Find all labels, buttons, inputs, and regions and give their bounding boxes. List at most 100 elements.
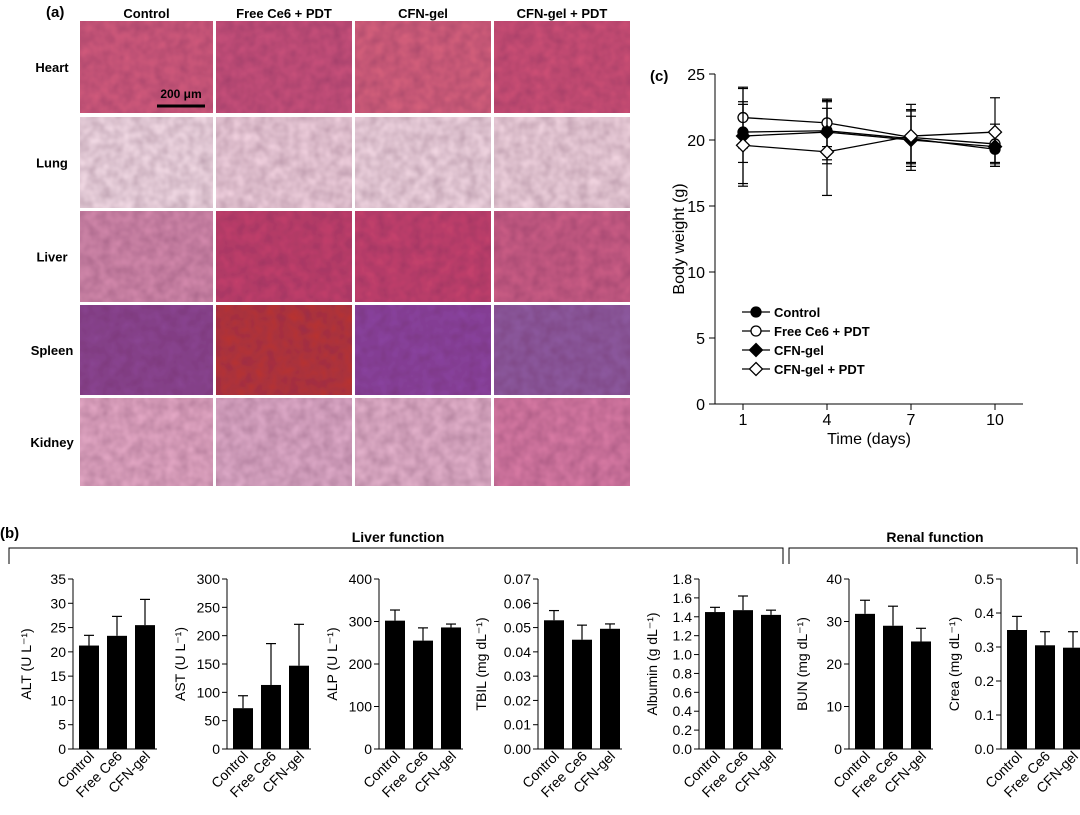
bar-free-ce6 (261, 684, 281, 749)
y-tick-label: 1.8 (673, 571, 693, 587)
micrograph-lung-free-ce6-pdt (216, 117, 352, 208)
bar-cfn-gel (761, 614, 781, 749)
body-weight-chart: 0 5 10 15 20 25 1 4 7 10 Time (days) Body weight (g… (671, 67, 1023, 448)
micrograph-heart-cfn-gel-pdt (494, 21, 630, 113)
y-axis-title: Body weight (g) (671, 183, 688, 294)
y-tick-label: 0.00 (504, 741, 531, 757)
y-tick-label: 150 (197, 656, 221, 672)
bar-control (1007, 630, 1027, 749)
series-line (742, 130, 996, 150)
y-tick-label: 50 (204, 713, 220, 729)
bar-cfn-gel (135, 625, 155, 749)
y-axis-title: ALT (U L⁻¹) (18, 628, 34, 699)
bar-cfn-gel (289, 665, 309, 749)
column-header-cfn-gel-pdt: CFN-gel + PDT (517, 6, 608, 21)
series-line (742, 131, 996, 153)
y-tick-label: 0.1 (975, 707, 995, 723)
y-tick-label: 0.02 (504, 692, 531, 708)
series-line (742, 116, 996, 145)
y-tick-label: 0 (364, 741, 372, 757)
micrograph-heart-cfn-gel (355, 21, 491, 113)
data-point (987, 124, 1003, 140)
y-axis-title: AST (U L⁻¹) (172, 627, 188, 701)
bar-control (705, 612, 725, 749)
column-header-control: Control (123, 6, 169, 21)
y-axis-title: Crea (mg dL⁻¹) (946, 617, 962, 712)
y-tick-label: 20 (50, 644, 66, 660)
histology-grid: Control Free Ce6 + PDT CFN-gel CFN-gel + PD… (30, 6, 630, 486)
micrograph-liver-cfn-gel (355, 211, 491, 302)
column-header-cfn-gel: CFN-gel (398, 6, 448, 21)
micrograph-liver-free-ce6-pdt (216, 211, 352, 302)
x-tick-label: 10 (986, 412, 1004, 429)
y-tick-label: 300 (349, 614, 373, 630)
micrograph-lung-cfn-gel-pdt (494, 117, 630, 208)
legend-label-cfn-gel-pdt: CFN-gel + PDT (774, 362, 865, 377)
x-tick-label: 1 (739, 412, 748, 429)
y-axis-title: TBIL (mg dL⁻¹) (473, 617, 489, 710)
y-tick-label: 0.5 (975, 571, 995, 587)
row-label-liver: Liver (36, 250, 67, 265)
y-tick-label: 1.0 (673, 647, 693, 663)
bar-control (855, 613, 875, 749)
y-tick-label: 0.06 (504, 595, 531, 611)
legend-label-control: Control (774, 305, 820, 320)
panel-label-b: (b) (0, 525, 19, 542)
legend-marker (750, 306, 762, 318)
y-axis-title: BUN (mg dL⁻¹) (794, 617, 810, 711)
column-header-free-ce6-pdt: Free Ce6 + PDT (236, 6, 332, 21)
micrograph-liver-cfn-gel-pdt (494, 211, 630, 302)
y-tick-label: 10 (687, 265, 705, 282)
y-tick-label: 300 (197, 571, 221, 587)
y-tick-label: 1.6 (673, 590, 693, 606)
data-point (819, 144, 835, 160)
bar-chart-albumin: 0.0 0.2 0.4 0.6 0.8 1.0 1.2 1.4 1.6 1.8 Albumin (g… (644, 571, 783, 800)
panel-label-a: (a) (46, 4, 64, 21)
y-tick-label: 20 (826, 656, 842, 672)
series-cfn-gel-pdt (735, 97, 1003, 197)
y-tick-label: 0.03 (504, 668, 531, 684)
bar-free-ce6 (1035, 645, 1055, 749)
micrograph-kidney-cfn-gel (355, 398, 491, 486)
bar-free-ce6 (107, 635, 127, 749)
panel-label-c: (c) (650, 68, 668, 85)
bar-cfn-gel (1063, 647, 1080, 749)
y-tick-label: 25 (687, 67, 705, 84)
x-tick-label: 4 (823, 412, 832, 429)
micrograph-kidney-free-ce6-pdt (216, 398, 352, 486)
y-tick-label: 10 (826, 699, 842, 715)
y-tick-label: 250 (197, 599, 221, 615)
bar-free-ce6 (413, 640, 433, 749)
y-tick-label: 0.04 (504, 644, 531, 660)
y-tick-label: 0 (212, 741, 220, 757)
y-tick-label: 0.0 (673, 741, 693, 757)
row-label-lung: Lung (36, 156, 68, 171)
bar-cfn-gel (911, 641, 931, 749)
y-tick-label: 30 (50, 595, 66, 611)
y-tick-label: 1.4 (673, 609, 693, 625)
y-tick-label: 100 (349, 699, 373, 715)
y-tick-label: 40 (826, 571, 842, 587)
y-tick-label: 35 (50, 571, 66, 587)
y-tick-label: 0 (696, 397, 705, 414)
legend-marker (748, 361, 764, 377)
legend-marker (748, 342, 764, 358)
y-tick-label: 5 (696, 331, 705, 348)
x-axis-title: Time (days) (827, 431, 911, 448)
y-tick-label: 0.2 (975, 673, 995, 689)
y-tick-label: 10 (50, 692, 66, 708)
y-tick-label: 5 (58, 717, 66, 733)
scale-bar-label: 200 μm (160, 87, 201, 101)
micrograph-spleen-cfn-gel (355, 305, 491, 395)
bar-control (233, 708, 253, 749)
series-free-ce6-pdt (737, 86, 1001, 171)
y-tick-label: 0.4 (673, 703, 693, 719)
y-tick-label: 0.01 (504, 717, 531, 733)
bar-free-ce6 (572, 639, 592, 749)
y-tick-label: 0.0 (975, 741, 995, 757)
bar-chart-tbil: 0.00 0.01 0.02 0.03 0.04 0.05 0.06 0.07 TBIL (mg… (473, 571, 622, 800)
data-point (903, 128, 919, 144)
